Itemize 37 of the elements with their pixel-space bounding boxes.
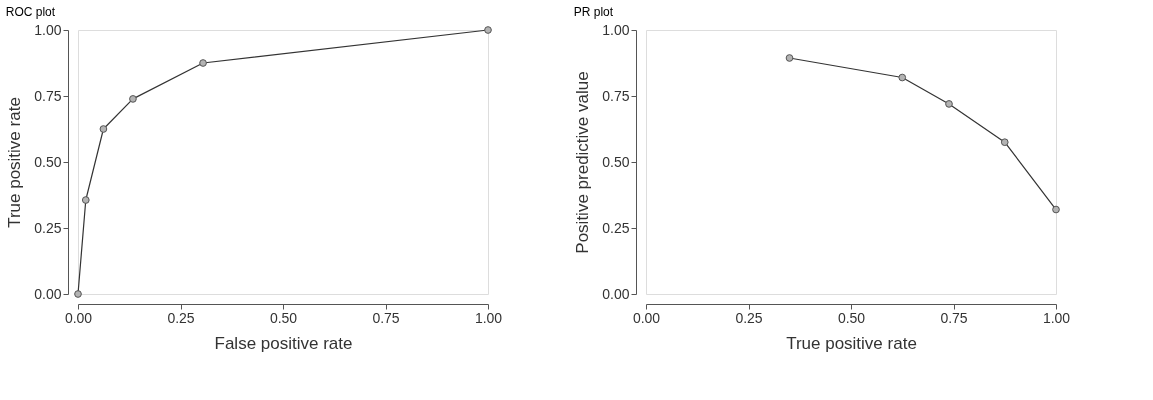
x-tick-label: 1.00 [474, 309, 503, 326]
y-tick-label: 0.50 [602, 153, 630, 170]
x-axis-title: False positive rate [214, 333, 353, 353]
x-axis-title: True positive rate [786, 333, 917, 353]
y-axis-title: Positive predictive value [573, 71, 593, 254]
point [945, 100, 953, 108]
point [898, 73, 907, 82]
point [484, 26, 492, 34]
y-tick-label: 0.00 [602, 285, 630, 302]
y-tick-label: 0.75 [34, 87, 62, 104]
y-tick-label: 1.00 [602, 21, 630, 38]
x-tick-label: 0.00 [64, 309, 93, 326]
chart-title: PR plot [573, 5, 614, 19]
x-tick-label: 0.75 [940, 309, 968, 326]
y-tick-label: 0.25 [34, 219, 62, 236]
point [129, 95, 137, 103]
x-tick-label: 0.75 [372, 309, 400, 326]
point [199, 59, 207, 67]
x-tick-label: 0.00 [632, 309, 661, 326]
point [74, 290, 82, 298]
point [81, 196, 90, 204]
y-tick-label: 0.50 [34, 153, 62, 170]
y-tick-label: 0.75 [602, 87, 630, 104]
y-tick-label: 1.00 [34, 21, 62, 38]
x-tick-label: 0.50 [269, 309, 298, 326]
y-tick-label: 0.25 [602, 219, 630, 236]
y-axis-title: True positive rate [5, 97, 25, 228]
y-tick-label: 0.00 [34, 285, 62, 302]
x-tick-label: 0.50 [837, 309, 866, 326]
point [1000, 138, 1009, 147]
point [99, 125, 108, 133]
point [785, 54, 794, 62]
x-tick-label: 0.25 [735, 309, 763, 326]
chart-title: ROC plot [5, 5, 56, 19]
x-tick-label: 1.00 [1042, 309, 1071, 326]
x-tick-label: 0.25 [167, 309, 195, 326]
point [1052, 205, 1060, 214]
